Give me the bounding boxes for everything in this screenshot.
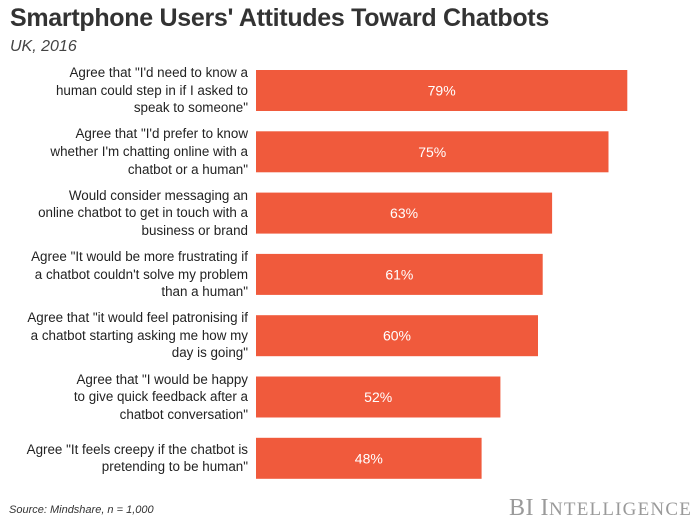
bar-value-label-1: 79% (428, 83, 456, 99)
bar-value-label-6: 52% (364, 389, 392, 405)
chart-subtitle: UK, 2016 (10, 38, 77, 55)
category-label-line: business or brand (141, 222, 248, 238)
brand-initials: BI (509, 495, 534, 521)
category-label-7: Agree "It feels creepy if the chatbot is… (3, 441, 248, 476)
bar-5 (256, 315, 538, 357)
source-note: Source: Mindshare, n = 1,000 (9, 504, 154, 516)
category-label-line: Agree that "I'd prefer to know (75, 126, 248, 142)
bar-value-label-2: 75% (418, 144, 446, 160)
category-label-line: Agree that "I'd need to know a (69, 65, 248, 81)
bi-intelligence-logo: BI INTELLIGENCE (509, 495, 692, 522)
bar-value-label-3: 63% (390, 205, 418, 221)
brand-initial-i: I (540, 495, 549, 521)
bar-4 (256, 253, 543, 295)
category-label-line: chatbot or a human" (127, 161, 248, 177)
chart-title: Smartphone Users' Attitudes Toward Chatb… (10, 4, 549, 32)
bar-1 (256, 70, 628, 111)
category-label-line: Agree that "it would feel patronising if (27, 310, 248, 326)
category-label-6: Agree that "I would be happy to give quic… (3, 371, 248, 424)
category-label-line: speak to someone" (133, 100, 248, 116)
bar-value-label-7: 48% (355, 450, 383, 466)
category-label-line: day is going" (171, 345, 248, 361)
category-label-2: Agree that "I'd prefer to know whether I'… (3, 125, 248, 178)
bar-7 (256, 437, 482, 479)
category-label-1: Agree that "I'd need to know a human coul… (3, 64, 248, 117)
category-label-line: human could step in if I asked to (55, 82, 248, 98)
category-label-line: whether I'm chatting online with a (50, 143, 248, 159)
category-label-5: Agree that "it would feel patronising if… (3, 309, 248, 362)
category-label-line: a chatbot couldn't solve my problem (34, 266, 248, 282)
bar-2 (256, 131, 609, 173)
category-label-line: than a human" (161, 284, 248, 300)
category-label-line: to give quick feedback after a (73, 389, 248, 405)
bar-3 (256, 192, 553, 234)
category-label-line: Agree "It feels creepy if the chatbot is (26, 441, 248, 457)
brand-rest: NTELLIGENCE (549, 499, 692, 520)
category-label-line: online chatbot to get in touch with a (38, 205, 248, 221)
category-label-line: a chatbot starting asking me how my (30, 327, 248, 343)
bar-value-label-5: 60% (383, 328, 411, 344)
category-label-line: Would consider messaging an (68, 187, 248, 203)
bar-6 (256, 376, 501, 418)
category-label-line: Agree "It would be more frustrating if (31, 249, 248, 264)
category-label-3: Would consider messaging an online chatbo… (3, 187, 248, 240)
bar-value-label-4: 61% (385, 266, 413, 282)
category-label-4: Agree "It would be more frustrating if a … (3, 248, 248, 301)
category-label-line: pretending to be human" (101, 459, 248, 475)
category-label-line: Agree that "I would be happy (76, 371, 248, 387)
category-label-line: chatbot conversation" (119, 406, 248, 422)
